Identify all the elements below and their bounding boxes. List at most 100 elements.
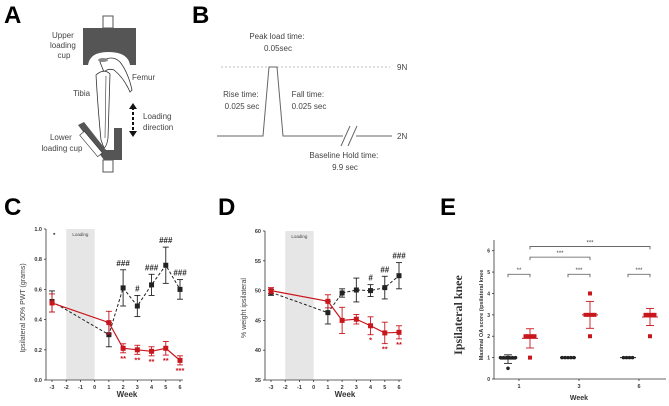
significance-bracket [507,273,531,278]
control-data-point [353,287,359,293]
significance-label: *** [556,251,564,257]
y-tick-label: 6 [487,249,490,255]
y-tick-label: 55 [255,259,261,265]
peak-load-label: Peak load time: 0.05sec [249,32,306,53]
y-axis-label: % weight ipsilateral [241,278,248,338]
control-data-point [134,303,140,309]
significance-annotation: ### [116,259,130,268]
significance-annotation: ** [120,354,126,363]
loaded-data-point [149,348,155,354]
y-tick-label: 0.6 [34,287,42,293]
x-tick-label: -3 [50,385,55,391]
y-tick-label: 3 [487,313,490,319]
y-tick-label: 45 [255,318,261,324]
x-tick-label: 6 [637,384,640,390]
x-tick-label: 3 [136,385,139,391]
x-tick-label: 4 [369,385,373,391]
y-tick-label: 1.0 [34,227,42,233]
loaded-data-point [120,345,126,351]
loaded-data-point [523,334,528,339]
upper-loading-cup [83,15,136,65]
panel-label-e: E [440,194,457,221]
control-data-point [120,285,126,291]
fall-time-label: Fall time: 0.025 sec [292,90,327,111]
x-tick-label: -1 [78,385,83,391]
y-axis-label: Maximal OA score (ipsilateral knee [479,270,485,361]
x-tick-label: 5 [383,385,386,391]
loaded-data-point [382,330,388,336]
panel-label-d: D [218,194,236,221]
x-tick-label: -2 [283,385,288,391]
side-title: Ipsilateral knee [451,274,465,354]
panel-label-a: A [4,2,22,29]
x-tick-label: -1 [297,385,302,391]
level-2n-label: 2N [397,132,407,141]
control-data-point [396,273,402,279]
control-data-point [506,366,510,371]
control-data-point [368,288,374,294]
y-tick-label: 35 [255,378,261,384]
lower-loading-cup [78,122,122,173]
significance-bracket [567,273,591,278]
x-tick-label: 6 [397,385,400,391]
significance-annotation: ## [380,265,389,274]
loaded-data-point [134,347,140,353]
control-data-point [149,282,155,288]
control-data-point [382,285,388,291]
significance-annotation: ** [396,340,402,349]
loading-period-region [66,229,95,380]
femur-label: Femur [132,73,155,82]
significance-annotation: ### [392,252,406,261]
significance-label: *** [635,268,643,274]
x-tick-label: 3 [577,384,580,390]
x-tick-label: 5 [164,385,167,391]
x-tick-label: -2 [64,385,69,391]
x-tick-label: 4 [150,385,154,391]
legend-marker: ▪ [53,231,56,238]
control-data-point [501,355,506,360]
loaded-data-point [648,334,652,339]
loading-region-label: Loading [291,234,308,239]
axis-break-mark [340,125,351,147]
x-tick-label: -3 [269,385,274,391]
x-axis-label: Week [117,390,138,399]
loaded-data-point [177,357,183,363]
x-tick-label: 0 [312,385,315,391]
loaded-data-point [163,345,169,351]
significance-label: ** [517,268,522,274]
loaded-data-point [532,334,537,339]
significance-annotation: * [369,336,372,345]
x-axis-label: Week [570,395,588,402]
control-data-point [325,310,331,316]
y-tick-label: 2 [487,334,490,340]
significance-annotation: # [368,274,373,283]
x-axis-label: Week [335,390,356,399]
control-data-point [510,355,515,360]
loaded-data-point [49,300,55,306]
y-tick-label: 40 [255,348,261,354]
y-tick-label: 1 [487,356,490,362]
loaded-data-point [588,334,592,339]
y-tick-label: 4 [487,291,490,297]
x-tick-label: 0 [93,385,96,391]
panel-label-c: C [4,194,22,221]
significance-annotation: ### [145,263,159,272]
significance-annotation: ### [173,269,187,278]
significance-annotation: # [135,284,140,293]
control-data-point [339,290,345,296]
loaded-data-point [353,316,359,322]
loaded-data-point [588,291,592,296]
significance-label: *** [575,268,583,274]
loaded-data-point [649,312,654,317]
loaded-data-point [339,317,345,323]
loaded-data-point [396,329,402,335]
y-tick-label: 5 [487,270,490,276]
y-axis-label: Ipsilateral 50% PWT (grams) [20,263,27,352]
significance-bracket [627,273,651,278]
loading-region-label: Loading [72,232,89,237]
